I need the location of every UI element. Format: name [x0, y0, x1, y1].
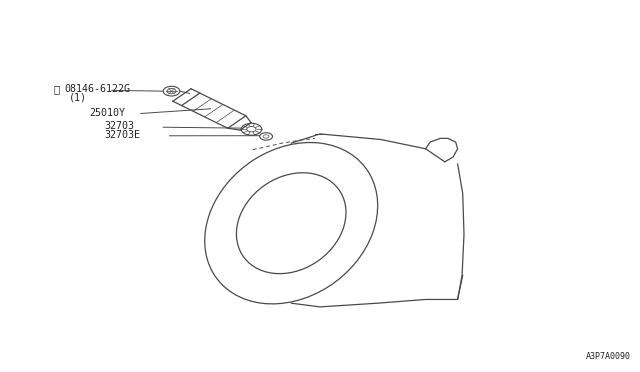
- Text: A3P7A0090: A3P7A0090: [586, 352, 630, 361]
- Text: 32703E: 32703E: [104, 131, 140, 140]
- Text: Ⓑ: Ⓑ: [53, 84, 60, 94]
- Text: (1): (1): [68, 93, 86, 102]
- Text: 25010Y: 25010Y: [90, 108, 125, 118]
- Text: 32703: 32703: [104, 122, 134, 131]
- Text: 08146-6122G: 08146-6122G: [64, 84, 130, 94]
